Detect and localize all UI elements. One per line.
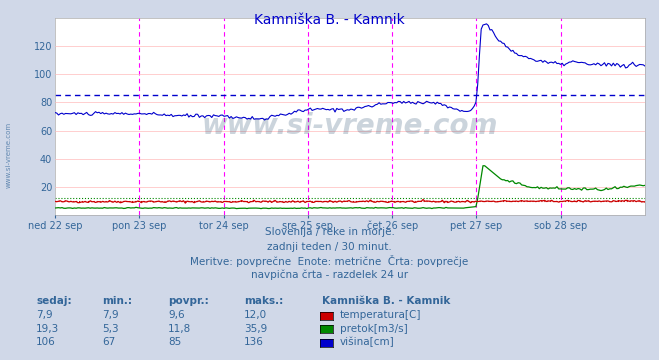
Text: 35,9: 35,9 [244, 324, 267, 334]
Text: zadnji teden / 30 minut.: zadnji teden / 30 minut. [267, 242, 392, 252]
Text: višina[cm]: višina[cm] [340, 337, 395, 347]
Text: sedaj:: sedaj: [36, 296, 72, 306]
Text: 106: 106 [36, 337, 56, 347]
Text: 12,0: 12,0 [244, 310, 267, 320]
Text: 5,3: 5,3 [102, 324, 119, 334]
Text: 67: 67 [102, 337, 115, 347]
Text: Meritve: povprečne  Enote: metrične  Črta: povprečje: Meritve: povprečne Enote: metrične Črta:… [190, 255, 469, 267]
Text: temperatura[C]: temperatura[C] [340, 310, 422, 320]
Text: povpr.:: povpr.: [168, 296, 209, 306]
Text: maks.:: maks.: [244, 296, 283, 306]
Text: Kamniška B. - Kamnik: Kamniška B. - Kamnik [254, 13, 405, 27]
Text: 19,3: 19,3 [36, 324, 59, 334]
Text: pretok[m3/s]: pretok[m3/s] [340, 324, 408, 334]
Text: 7,9: 7,9 [36, 310, 53, 320]
Text: 136: 136 [244, 337, 264, 347]
Text: 11,8: 11,8 [168, 324, 191, 334]
Text: Slovenija / reke in morje.: Slovenija / reke in morje. [264, 227, 395, 237]
Text: min.:: min.: [102, 296, 132, 306]
Text: 7,9: 7,9 [102, 310, 119, 320]
Text: 85: 85 [168, 337, 181, 347]
Text: navpična črta - razdelek 24 ur: navpična črta - razdelek 24 ur [251, 270, 408, 280]
Text: www.si-vreme.com: www.si-vreme.com [202, 112, 498, 140]
Text: www.si-vreme.com: www.si-vreme.com [5, 122, 11, 188]
Text: 9,6: 9,6 [168, 310, 185, 320]
Text: Kamniška B. - Kamnik: Kamniška B. - Kamnik [322, 296, 450, 306]
